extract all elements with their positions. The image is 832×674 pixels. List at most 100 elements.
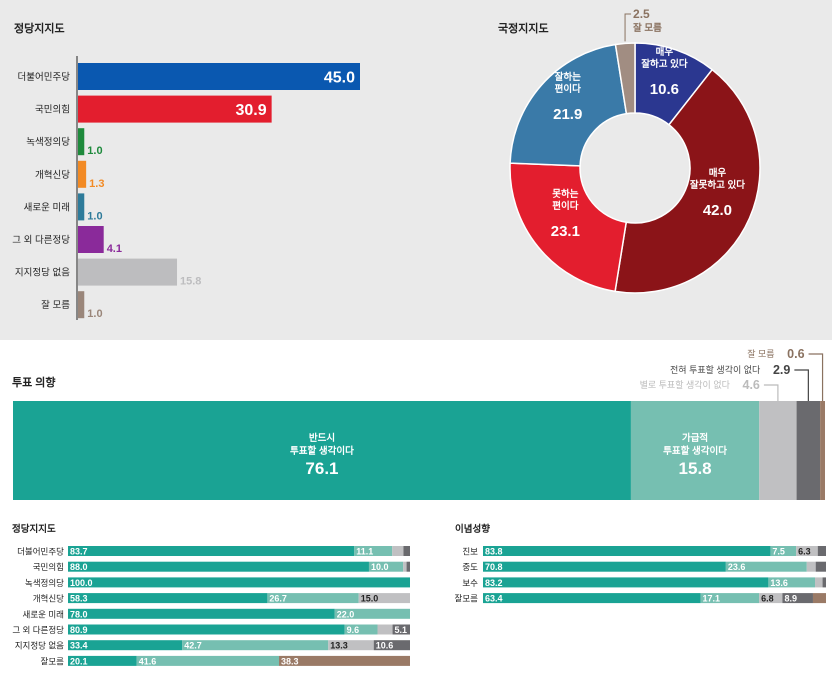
category-label: 진보	[462, 547, 478, 557]
leader-line	[624, 13, 632, 42]
segment	[822, 577, 826, 588]
slice-label: 매우	[709, 167, 727, 179]
segment-value: 42.7	[184, 641, 202, 651]
value-label: 4.1	[107, 243, 122, 255]
segment	[483, 593, 701, 604]
segment	[68, 593, 268, 604]
segment	[815, 577, 823, 588]
value-label: 45.0	[324, 70, 355, 87]
party-support-title: 정당지지도	[14, 21, 65, 35]
segment-value: 10.0	[371, 562, 389, 572]
segment	[483, 546, 771, 556]
segment-value: 83.8	[485, 547, 503, 557]
segment	[759, 401, 797, 500]
approval-title: 국정지지도	[498, 21, 549, 35]
bar	[78, 63, 360, 90]
leader-line	[794, 369, 809, 401]
ideology-breakdown-bars: 진보 83.8 7.5 6.3 중도 70.8 23.6 보수 83.2 13.6 잘모름 63.4 1…	[455, 546, 826, 604]
segment-value: 2.9	[773, 363, 790, 377]
segment	[377, 624, 393, 635]
segment-label: 별로 투표할 생각이 없다	[640, 379, 731, 390]
segment	[725, 561, 807, 572]
category-label: 잘모름	[455, 594, 479, 604]
slice-label: 편이다	[552, 200, 578, 212]
segment	[406, 561, 410, 572]
segment	[136, 655, 280, 666]
segment-value: 78.0	[70, 609, 88, 619]
value-label: 1.0	[87, 210, 102, 222]
segment-value: 58.3	[70, 594, 88, 604]
segment	[630, 401, 760, 500]
segment	[796, 401, 821, 500]
value-label: 1.3	[89, 178, 104, 190]
segment-value: 80.9	[70, 625, 88, 635]
value-label: 30.9	[235, 102, 266, 119]
bar	[78, 226, 104, 253]
bar	[78, 258, 178, 286]
segment	[806, 561, 816, 572]
bar	[78, 291, 85, 319]
segment	[812, 593, 826, 604]
segment	[68, 640, 183, 651]
segment-value: 15.8	[679, 459, 712, 478]
segment-value: 7.5	[772, 547, 785, 557]
segment-value: 88.0	[70, 562, 88, 572]
bar	[78, 193, 85, 221]
slice-label: 잘 모름	[633, 22, 662, 34]
category-label: 보수	[462, 578, 478, 588]
pie-slice	[509, 43, 628, 167]
segment	[392, 546, 404, 556]
category-label: 더불어민주당	[18, 72, 71, 83]
segment	[403, 561, 407, 572]
segment-value: 10.6	[376, 641, 394, 651]
segment-value: 4.6	[743, 378, 760, 392]
category-label: 지지정당 없음	[15, 267, 70, 279]
segment-value: 0.6	[787, 347, 804, 361]
segment	[770, 546, 797, 556]
segment-value: 22.0	[337, 609, 355, 619]
segment-value: 26.7	[269, 594, 287, 604]
segment	[354, 546, 393, 556]
slice-label: 잘하고 있다	[641, 58, 688, 70]
segment-value: 83.7	[70, 547, 88, 557]
segment-value: 33.4	[70, 641, 88, 651]
segment-label: 반드시	[309, 432, 335, 444]
segment-value: 5.1	[395, 625, 408, 635]
slice-label: 매우	[656, 46, 674, 58]
segment	[483, 561, 726, 572]
segment-label: 잘 모름	[747, 348, 774, 359]
segment-value: 9.6	[347, 625, 360, 635]
category-label: 중도	[462, 562, 478, 572]
category-label: 지지정당 없음	[15, 641, 64, 651]
segment-value: 63.4	[485, 594, 503, 604]
segment-value: 76.1	[305, 459, 338, 478]
segment	[815, 561, 826, 572]
category-label: 더불어민주당	[17, 547, 64, 557]
value-label: 15.8	[180, 276, 201, 288]
segment	[403, 546, 410, 556]
segment-value: 15.0	[361, 594, 379, 604]
slice-label: 편이다	[555, 83, 581, 95]
segment	[373, 640, 410, 651]
bar	[78, 128, 85, 156]
category-label: 개혁신당	[35, 170, 70, 181]
segment-value: 6.3	[798, 547, 811, 557]
segment-value: 23.6	[728, 562, 746, 572]
segment	[68, 608, 335, 619]
segment	[368, 561, 404, 572]
category-label: 국민의힘	[33, 562, 64, 572]
segment	[768, 577, 816, 588]
category-label: 그 외 다른정당	[12, 625, 64, 635]
segment-label: 투표할 생각이다	[663, 445, 727, 457]
pie-slice	[614, 42, 636, 115]
slice-value: 21.9	[553, 106, 582, 123]
category-label: 새로운 미래	[24, 202, 70, 213]
category-label: 개혁신당	[33, 594, 64, 604]
segment-value: 6.8	[761, 594, 774, 604]
leader-line	[808, 353, 824, 401]
slice-value: 42.0	[703, 202, 732, 219]
segment-label: 가급적	[682, 432, 708, 444]
segment-value: 100.0	[70, 578, 93, 588]
value-label: 1.0	[87, 145, 102, 157]
